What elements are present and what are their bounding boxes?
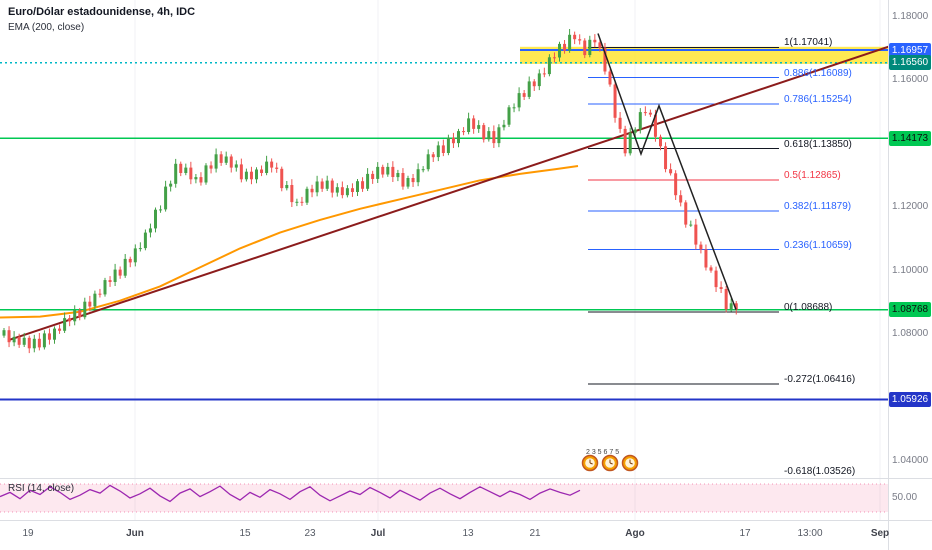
ema-indicator-legend[interactable]: EMA (200, close) [8,22,85,33]
marker-digits: 2 3 5 6 7 5 [586,449,619,456]
clock-emoji-icon [621,454,639,472]
horizontal-price-lines [0,49,888,401]
rsi-line [0,484,581,503]
emoji-markers: 2 3 5 6 7 5 [581,449,639,472]
price-axis-label: 1.16000 [892,74,929,86]
price-axis-label: 1.12000 [892,201,929,213]
decline-zigzag-line [597,33,737,310]
price-axis-label: 1.10000 [892,264,929,276]
price-axis-badge: 1.16560 [889,55,931,71]
time-axis-label: 13:00 [797,528,823,539]
price-axis-badge: 1.08768 [889,302,931,318]
rsi-band-edges [0,483,888,513]
time-axis-label: 13 [462,528,474,539]
time-axis-label: 23 [304,528,316,539]
time-axis-label: Jul [370,528,386,539]
candlestick-series [2,29,738,354]
time-axis-label: Jun [126,528,144,539]
fib-retracement-lines [588,46,779,385]
ema-line [0,165,579,319]
price-axis-label: 1.18000 [892,11,929,22]
price-axis-badge: 1.14173 [889,130,931,146]
supply-zone-rect [520,46,888,64]
symbol-title[interactable]: Euro/Dólar estadounidense, 4h, IDC [8,6,196,18]
symbol-legend: Euro/Dólar estadounidense, 4h, IDC EMA (… [8,6,195,33]
time-axis-label: Ago [625,528,645,539]
time-axis-label: 19 [22,528,34,539]
time-axis-label: 21 [529,528,541,539]
clock-emoji-icon [601,454,619,472]
rsi-band [0,484,888,512]
time-axis[interactable]: 19 Jun 15 23 Jul 13 21 Ago 17 13:00 Sep [0,521,890,550]
price-axis-label: 50.00 [892,492,918,503]
rsi-indicator-legend[interactable]: RSI (14, close) [8,483,75,494]
time-axis-label: 17 [739,528,751,539]
price-axis-label: 1.04000 [892,454,929,466]
time-axis-label: Sep [870,528,890,539]
time-axis-label: 15 [239,528,251,539]
clock-emoji-icon [581,454,599,472]
price-axis-label: 1.08000 [892,328,929,339]
price-axis-badge: 1.16957 [889,42,931,58]
price-axis[interactable]: 1.18000 1.16000 1.12000 1.10000 1.08000 1.040… [889,0,932,520]
trend-line [7,44,893,342]
price-axis-badge: 1.05926 [889,392,931,408]
